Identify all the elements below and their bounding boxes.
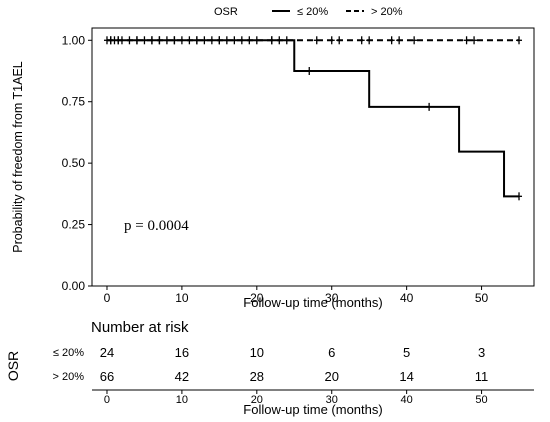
y-axis-title: Probability of freedom from T1AEL xyxy=(11,61,25,253)
risk-cell: 6 xyxy=(328,345,335,360)
risk-table-group-label: OSR xyxy=(5,351,21,381)
risk-row-label-gt20: > 20% xyxy=(53,371,85,383)
y-tick-label: 1.00 xyxy=(62,33,86,47)
legend: OSR ≤ 20% > 20% xyxy=(214,6,403,18)
risk-cell: 20 xyxy=(324,369,338,384)
risk-x-tick-label: 10 xyxy=(176,394,188,406)
x-tick-label: 10 xyxy=(175,291,189,305)
risk-x-tick-label: 0 xyxy=(104,394,110,406)
risk-cell: 16 xyxy=(175,345,189,360)
plot-frame xyxy=(91,27,535,287)
risk-cell: 3 xyxy=(478,345,485,360)
survival-curves xyxy=(103,36,523,201)
risk-cell: 11 xyxy=(475,369,489,384)
risk-cell: 10 xyxy=(250,345,264,360)
x-tick-label: 0 xyxy=(104,291,111,305)
risk-table: Number at risk OSR ≤ 20% > 20% 24 16 10 6 5 3… xyxy=(5,319,534,417)
y-tick-label: 0.75 xyxy=(62,95,86,109)
risk-table-x-axis: 0 10 20 30 40 50 xyxy=(104,390,488,406)
x-tick-label: 20 xyxy=(250,291,264,305)
risk-row-label-le20: ≤ 20% xyxy=(53,347,84,359)
risk-table-title: Number at risk xyxy=(91,319,189,336)
p-value-annotation: p = 0.0004 xyxy=(124,218,189,234)
risk-table-x-axis-title: Follow-up time (months) xyxy=(243,402,382,417)
legend-label-le20: ≤ 20% xyxy=(297,6,328,18)
survival-curve-le20 xyxy=(106,39,520,198)
legend-title: OSR xyxy=(214,6,238,18)
risk-x-tick-label: 40 xyxy=(401,394,413,406)
risk-cell: 66 xyxy=(100,369,114,384)
risk-x-tick-label: 20 xyxy=(251,394,263,406)
risk-cell: 42 xyxy=(175,369,189,384)
y-tick-label: 0.00 xyxy=(62,279,86,293)
risk-cell: 24 xyxy=(100,345,114,360)
legend-label-gt20: > 20% xyxy=(371,6,403,18)
x-axis-title: Follow-up time (months) xyxy=(243,295,382,310)
risk-cell: 14 xyxy=(399,369,413,384)
y-tick-label: 0.50 xyxy=(62,156,86,170)
y-tick-label: 0.25 xyxy=(62,218,86,232)
risk-cell: 28 xyxy=(250,369,264,384)
risk-table-cells: 24 16 10 6 5 3 66 42 28 20 14 11 xyxy=(100,345,489,384)
x-tick-label: 50 xyxy=(475,291,489,305)
x-tick-label: 40 xyxy=(400,291,414,305)
x-tick-label: 30 xyxy=(325,291,339,305)
x-axis: 0 10 20 30 40 50 xyxy=(104,286,489,305)
risk-cell: 5 xyxy=(403,345,410,360)
risk-x-tick-label: 50 xyxy=(475,394,487,406)
y-axis: 0.00 0.25 0.50 0.75 1.00 xyxy=(62,33,92,293)
risk-x-tick-label: 30 xyxy=(326,394,338,406)
